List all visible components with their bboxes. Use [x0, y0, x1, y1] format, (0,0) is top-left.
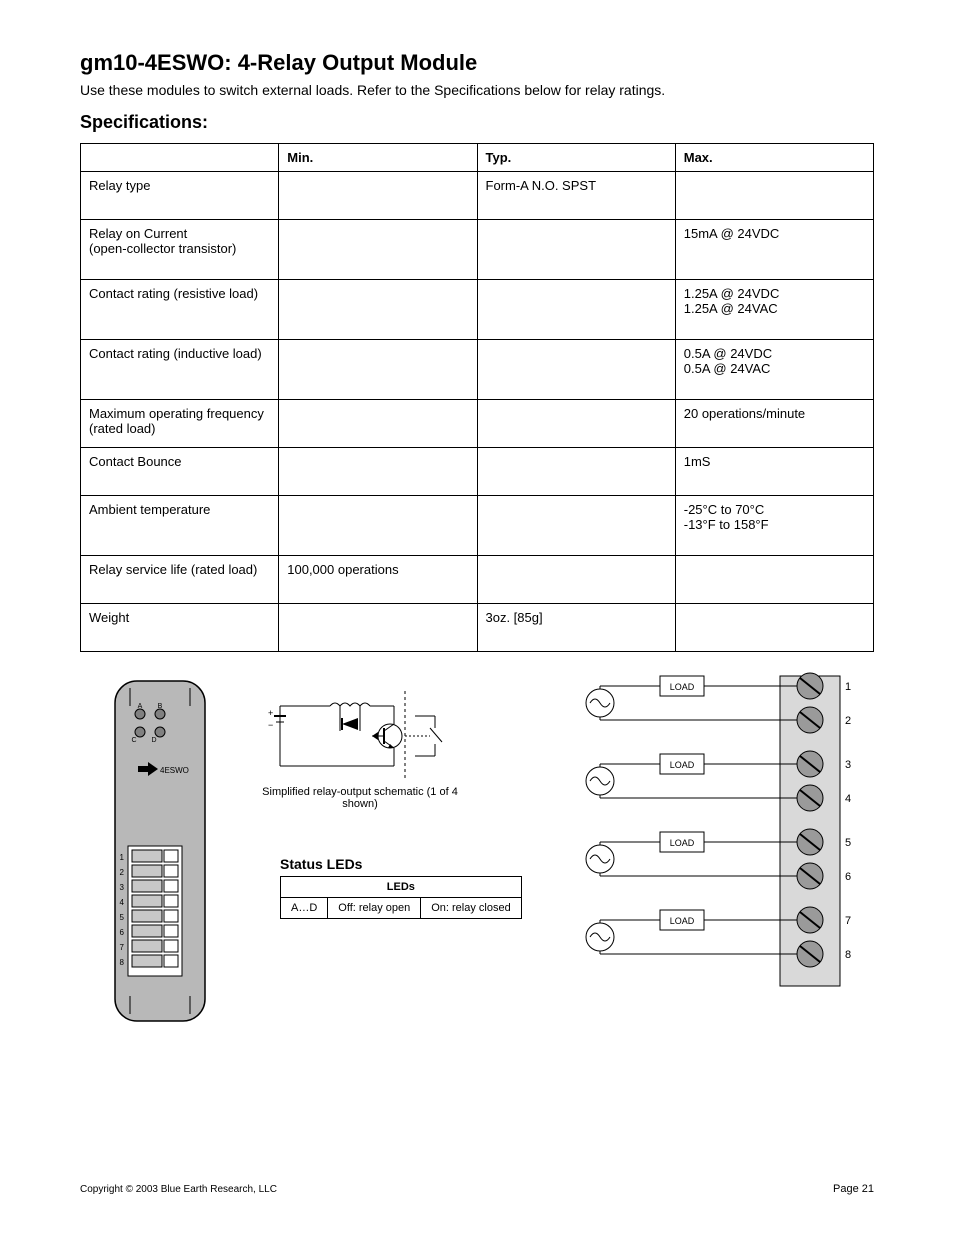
- table-row: Contact rating (resistive load) 1.25A @ 2…: [81, 280, 874, 340]
- table-cell: 1mS: [675, 448, 873, 496]
- table-cell: Relay type: [81, 172, 279, 220]
- svg-text:4ESWO: 4ESWO: [160, 766, 189, 775]
- table-cell: [477, 220, 675, 280]
- svg-text:2: 2: [120, 868, 125, 877]
- svg-text:3: 3: [120, 883, 125, 892]
- svg-text:8: 8: [120, 958, 125, 967]
- spec-header-row: Min. Typ. Max.: [81, 144, 874, 172]
- schematic-caption: Simplified relay-output schematic (1 of …: [260, 786, 460, 810]
- table-cell: [279, 448, 477, 496]
- svg-text:LOAD: LOAD: [670, 916, 695, 926]
- svg-text:−: −: [268, 720, 273, 730]
- table-cell: [675, 556, 873, 604]
- lower-figures: A B C D 4ESWO 1 2 3 4 5 6 7 8 + −: [80, 676, 874, 1036]
- table-cell: [675, 604, 873, 652]
- svg-text:3: 3: [845, 759, 851, 771]
- table-row: Ambient temperature -25°C to 70°C -13°F t…: [81, 496, 874, 556]
- table-cell: [477, 496, 675, 556]
- svg-text:C: C: [131, 737, 136, 744]
- table-row: Contact Bounce 1mS: [81, 448, 874, 496]
- table-cell: [279, 340, 477, 400]
- table-cell: [477, 400, 675, 448]
- page-title: gm10-4ESWO: 4-Relay Output Module: [80, 50, 874, 76]
- svg-text:7: 7: [845, 915, 851, 927]
- table-cell: 100,000 operations: [279, 556, 477, 604]
- module-drawing: A B C D 4ESWO 1 2 3 4 5 6 7 8: [110, 676, 210, 1026]
- table-cell: Weight: [81, 604, 279, 652]
- table-cell: [477, 556, 675, 604]
- svg-text:5: 5: [120, 913, 125, 922]
- svg-text:A: A: [138, 703, 143, 710]
- spec-col-0: [81, 144, 279, 172]
- spec-heading: Specifications:: [80, 112, 874, 133]
- table-cell: Contact rating (resistive load): [81, 280, 279, 340]
- table-cell: [279, 400, 477, 448]
- led-heading: Status LEDs: [280, 856, 362, 872]
- led-header: LEDs: [281, 877, 522, 898]
- spec-table: Min. Typ. Max. Relay type Form-A N.O. SPS…: [80, 143, 874, 652]
- footer-copyright: Copyright © 2003 Blue Earth Research, LL…: [80, 1184, 277, 1195]
- spec-col-3: Max.: [675, 144, 873, 172]
- svg-text:5: 5: [845, 837, 851, 849]
- table-cell: [279, 220, 477, 280]
- table-cell: Contact Bounce: [81, 448, 279, 496]
- led-table: LEDs A…D Off: relay open On: relay close…: [280, 876, 522, 919]
- svg-text:D: D: [151, 737, 156, 744]
- table-cell: [279, 172, 477, 220]
- table-cell: 3oz. [85g]: [477, 604, 675, 652]
- table-cell: 20 operations/minute: [675, 400, 873, 448]
- svg-text:+: +: [268, 708, 273, 718]
- spec-col-1: Min.: [279, 144, 477, 172]
- table-cell: [279, 280, 477, 340]
- led-cell: A…D: [281, 898, 328, 919]
- svg-text:1: 1: [120, 853, 125, 862]
- table-cell: Ambient temperature: [81, 496, 279, 556]
- table-cell: 1.25A @ 24VDC 1.25A @ 24VAC: [675, 280, 873, 340]
- table-cell: [675, 172, 873, 220]
- svg-text:8: 8: [845, 949, 851, 961]
- table-cell: 15mA @ 24VDC: [675, 220, 873, 280]
- svg-text:6: 6: [120, 928, 125, 937]
- led-cell: On: relay closed: [421, 898, 521, 919]
- table-row: Weight 3oz. [85g]: [81, 604, 874, 652]
- svg-text:B: B: [158, 703, 163, 710]
- table-row: Relay type Form-A N.O. SPST: [81, 172, 874, 220]
- svg-text:6: 6: [845, 871, 851, 883]
- wiring-diagram: 1 2 LOAD 3 4 LOAD 5 6 LOAD 7 8 LOAD: [540, 666, 860, 996]
- table-cell: Contact rating (inductive load): [81, 340, 279, 400]
- svg-text:4: 4: [120, 898, 125, 907]
- table-cell: 0.5A @ 24VDC 0.5A @ 24VAC: [675, 340, 873, 400]
- table-cell: [477, 340, 675, 400]
- svg-text:LOAD: LOAD: [670, 682, 695, 692]
- page: gm10-4ESWO: 4-Relay Output Module Use th…: [0, 0, 954, 1235]
- page-subtitle: Use these modules to switch external loa…: [80, 82, 874, 98]
- table-row: Contact rating (inductive load) 0.5A @ 24…: [81, 340, 874, 400]
- svg-text:LOAD: LOAD: [670, 838, 695, 848]
- table-cell: Maximum operating frequency (rated load): [81, 400, 279, 448]
- led-cell: Off: relay open: [328, 898, 421, 919]
- table-cell: -25°C to 70°C -13°F to 158°F: [675, 496, 873, 556]
- svg-text:LOAD: LOAD: [670, 760, 695, 770]
- table-cell: Relay on Current (open-collector transis…: [81, 220, 279, 280]
- table-row: Relay service life (rated load)100,000 o…: [81, 556, 874, 604]
- table-cell: [279, 496, 477, 556]
- table-cell: [279, 604, 477, 652]
- spec-col-2: Typ.: [477, 144, 675, 172]
- table-row: Maximum operating frequency (rated load)…: [81, 400, 874, 448]
- table-cell: [477, 280, 675, 340]
- svg-text:7: 7: [120, 943, 125, 952]
- svg-text:4: 4: [845, 793, 851, 805]
- svg-text:2: 2: [845, 715, 851, 727]
- table-cell: Relay service life (rated load): [81, 556, 279, 604]
- table-row: Relay on Current (open-collector transis…: [81, 220, 874, 280]
- table-cell: Form-A N.O. SPST: [477, 172, 675, 220]
- svg-text:1: 1: [845, 681, 851, 693]
- table-cell: [477, 448, 675, 496]
- footer-page-number: Page 21: [833, 1183, 874, 1195]
